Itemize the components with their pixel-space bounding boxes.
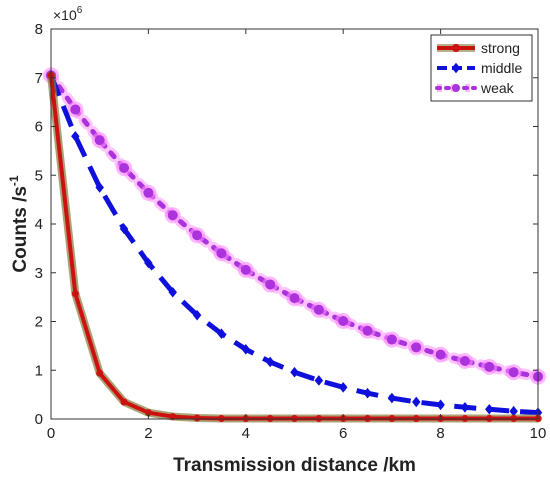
data-point-weak xyxy=(240,264,251,275)
data-point-middle xyxy=(436,399,445,411)
data-point-middle xyxy=(144,257,153,269)
legend: strong middle weak xyxy=(430,34,533,102)
data-point-strong xyxy=(169,413,177,421)
legend-marker-middle xyxy=(451,62,461,74)
x-tick-label: 0 xyxy=(47,425,55,442)
x-tick-label: 4 xyxy=(242,425,250,442)
data-point-middle xyxy=(387,392,397,404)
legend-label-weak: weak xyxy=(480,80,515,96)
series-weak xyxy=(43,67,546,385)
x-tick-label: 6 xyxy=(339,425,347,442)
data-point-weak xyxy=(94,135,105,146)
y-tick-label: 4 xyxy=(35,216,43,233)
data-point-strong xyxy=(193,414,201,422)
x-axis-title: Transmission distance /km xyxy=(173,455,416,476)
data-point-middle xyxy=(241,343,251,355)
data-point-middle xyxy=(95,182,104,193)
y-axis-exponent-base: ×10 xyxy=(53,7,77,23)
legend-marker-weak xyxy=(452,84,460,92)
legend-label-strong: strong xyxy=(481,40,520,56)
data-point-middle xyxy=(217,328,226,339)
data-point-middle xyxy=(338,382,348,393)
data-point-middle xyxy=(168,286,177,298)
data-point-weak xyxy=(508,367,519,378)
data-point-weak xyxy=(143,187,154,198)
data-point-middle xyxy=(412,396,421,408)
data-point-middle xyxy=(485,403,494,415)
data-point-weak xyxy=(435,349,446,360)
data-point-strong xyxy=(144,409,152,417)
data-point-middle xyxy=(314,375,324,386)
data-point-strong xyxy=(96,369,104,377)
data-point-weak xyxy=(119,162,130,173)
data-point-middle xyxy=(460,401,470,413)
x-tick-label: 2 xyxy=(144,425,152,442)
y-tick-label: 0 xyxy=(35,411,43,428)
data-point-weak xyxy=(484,361,495,372)
data-point-weak xyxy=(70,104,81,115)
data-point-weak xyxy=(289,293,300,304)
data-point-middle xyxy=(363,387,372,399)
data-point-middle xyxy=(509,405,518,417)
y-tick-label: 5 xyxy=(35,167,43,184)
axis-ticks: 0 2 4 6 8 10 0 1 2 3 4 5 6 7 8 xyxy=(35,21,547,442)
y-tick-label: 6 xyxy=(35,119,43,136)
data-point-weak xyxy=(192,230,203,241)
data-point-weak xyxy=(216,248,227,259)
data-point-strong xyxy=(71,290,79,298)
legend-label-middle: middle xyxy=(481,60,522,76)
y-axis-exponent: ×106 xyxy=(53,5,83,23)
series-middle xyxy=(46,70,543,418)
legend-marker-strong xyxy=(452,44,460,52)
data-point-weak xyxy=(459,355,470,366)
data-point-middle xyxy=(290,366,299,378)
plot-marks xyxy=(43,67,546,423)
data-point-strong xyxy=(120,398,128,406)
data-point-weak xyxy=(265,279,276,290)
y-tick-label: 8 xyxy=(35,21,43,38)
data-point-middle xyxy=(119,223,129,235)
data-point-weak xyxy=(411,342,422,353)
y-axis-title: Counts /s-1 xyxy=(7,175,31,273)
data-point-weak xyxy=(338,316,349,327)
data-point-weak xyxy=(167,210,178,221)
y-axis-exponent-power: 6 xyxy=(77,5,83,16)
data-point-middle xyxy=(71,130,80,142)
y-axis-title-main: Counts /s xyxy=(10,186,31,273)
y-tick-label: 7 xyxy=(35,70,43,87)
data-point-weak xyxy=(386,334,397,345)
y-tick-label: 1 xyxy=(35,362,43,379)
data-point-weak xyxy=(313,304,324,315)
x-tick-label: 10 xyxy=(530,425,547,442)
y-axis-title-superscript: -1 xyxy=(7,175,21,186)
data-point-weak xyxy=(362,325,373,336)
y-tick-label: 2 xyxy=(35,314,43,331)
data-point-middle xyxy=(265,356,275,368)
y-tick-label: 3 xyxy=(35,265,43,282)
x-tick-label: 8 xyxy=(436,425,444,442)
data-point-middle xyxy=(192,309,202,321)
